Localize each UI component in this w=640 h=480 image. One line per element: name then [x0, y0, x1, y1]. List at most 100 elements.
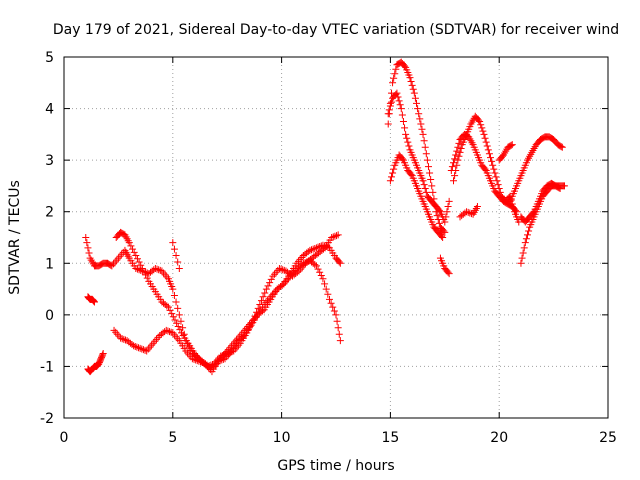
data-point [277, 265, 285, 273]
x-tick-label: 5 [168, 430, 177, 446]
data-point [89, 297, 97, 305]
data-point [324, 290, 332, 298]
data-point [555, 184, 563, 192]
data-point [306, 246, 314, 254]
series-h [384, 89, 453, 226]
data-point [442, 213, 450, 221]
data-point [482, 138, 490, 146]
data-point [420, 181, 428, 189]
data-point [333, 232, 341, 240]
data-point [330, 307, 338, 315]
data-point [397, 105, 405, 113]
data-point [384, 110, 392, 118]
data-point [133, 255, 141, 263]
data-point [174, 322, 182, 330]
data-point [490, 165, 498, 173]
data-point [507, 141, 515, 149]
data-point [390, 74, 398, 82]
data-point [135, 344, 143, 352]
data-point [473, 203, 481, 211]
data-point [417, 120, 425, 128]
data-point [176, 326, 184, 334]
data-point [131, 342, 139, 350]
data-point [399, 117, 407, 125]
data-point [314, 265, 322, 273]
data-point [172, 252, 180, 260]
data-point [401, 62, 409, 70]
data-point [519, 249, 527, 257]
data-point [329, 303, 337, 311]
y-axis-title: SDTVAR / TECUs [7, 180, 23, 295]
data-point [169, 313, 177, 321]
data-point [394, 93, 402, 101]
data-point [488, 157, 496, 165]
data-point [333, 317, 341, 325]
data-point [198, 359, 206, 367]
data-point [435, 206, 443, 214]
data-point [422, 150, 430, 158]
data-point [522, 235, 530, 243]
data-point [169, 239, 177, 247]
data-point [301, 259, 309, 267]
data-point [336, 259, 344, 267]
series-n [495, 141, 516, 164]
data-point [331, 232, 339, 240]
data-point [523, 231, 531, 239]
data-point [190, 355, 198, 363]
data-point [275, 264, 283, 272]
series-g [384, 58, 449, 236]
data-point [153, 265, 161, 273]
data-point [174, 304, 182, 312]
data-point [83, 239, 91, 247]
data-point [84, 244, 92, 252]
data-point [266, 279, 274, 287]
data-point [426, 169, 434, 177]
data-point [411, 94, 419, 102]
data-point [316, 243, 324, 251]
data-point [99, 351, 107, 359]
data-point [413, 99, 421, 107]
data-point [164, 303, 172, 311]
data-point [416, 115, 424, 123]
x-tick-label: 15 [381, 430, 399, 446]
data-point [132, 264, 140, 272]
data-point [387, 173, 395, 181]
x-tick-labels: 0 5 10 15 20 25 [60, 430, 617, 446]
data-point [133, 343, 141, 351]
data-point [151, 264, 159, 272]
series-d [84, 350, 107, 376]
data-point [441, 218, 449, 226]
data-point [317, 272, 325, 280]
data-point [479, 127, 487, 135]
data-point [329, 233, 337, 241]
data-point [463, 208, 471, 216]
data-point [139, 346, 147, 354]
x-tick-label: 25 [599, 430, 617, 446]
data-point [521, 239, 529, 247]
data-point [481, 134, 489, 142]
data-point [427, 175, 435, 183]
data-point [132, 252, 140, 260]
series-j [436, 254, 453, 278]
data-point [408, 81, 416, 89]
data-point [485, 150, 493, 158]
data-point [406, 74, 414, 82]
data-point [143, 274, 151, 282]
data-point [407, 170, 415, 178]
y-tick-label: -1 [40, 359, 54, 375]
data-point [170, 245, 178, 253]
series-i [386, 151, 447, 241]
y-tick-labels: -2 -1 0 1 2 3 4 5 [40, 50, 54, 427]
x-tick-label: 20 [490, 430, 508, 446]
data-point [419, 177, 427, 185]
data-point [390, 165, 398, 173]
series-l [447, 130, 521, 216]
data-point [456, 148, 464, 156]
data-point [90, 298, 98, 306]
data-point [82, 234, 90, 241]
chart-title: Day 179 of 2021, Sidereal Day-to-day VTE… [53, 22, 619, 38]
data-point [166, 328, 174, 336]
data-point [389, 169, 397, 177]
data-point [127, 242, 135, 250]
data-point [118, 335, 126, 343]
